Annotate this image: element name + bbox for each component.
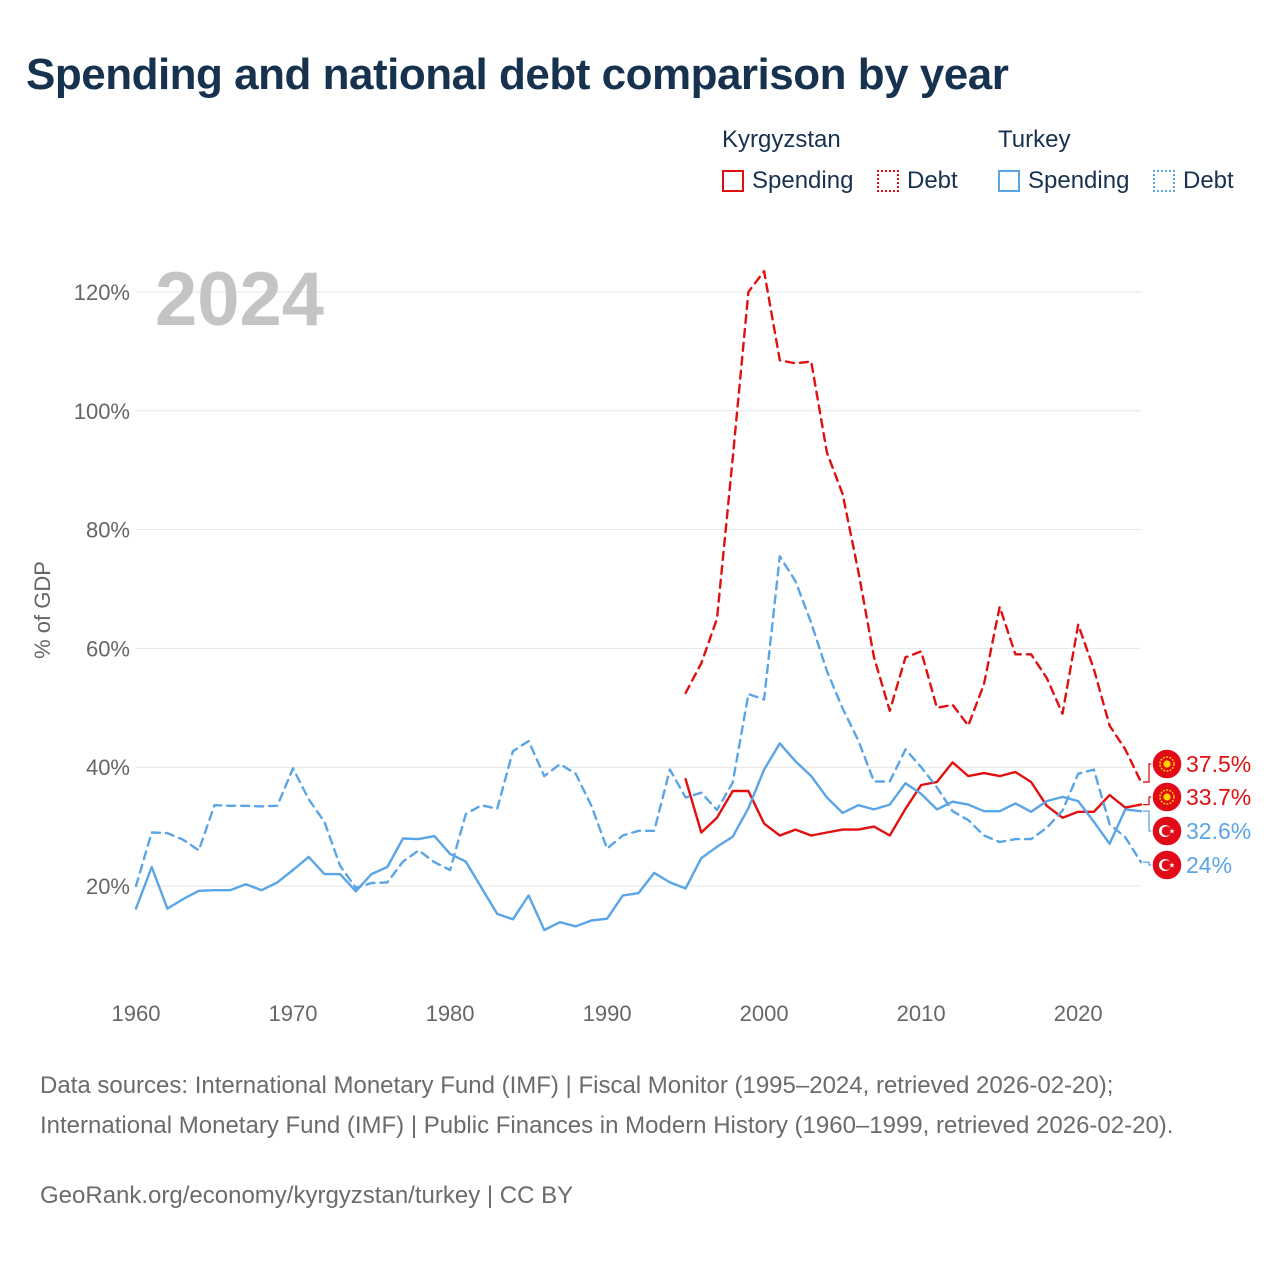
x-tick-label: 1960 bbox=[112, 1001, 161, 1026]
x-tick-label: 2010 bbox=[897, 1001, 946, 1026]
legend-swatch-dotted bbox=[1153, 170, 1175, 192]
legend-label: Debt bbox=[1183, 167, 1234, 194]
y-tick-label: 100% bbox=[74, 399, 130, 424]
chart-title: Spending and national debt comparison by… bbox=[26, 50, 1009, 99]
legend-swatch-dotted bbox=[877, 170, 899, 192]
y-axis-label: % of GDP bbox=[30, 561, 55, 659]
turkey-flag-icon bbox=[1151, 815, 1183, 847]
x-tick-label: 1980 bbox=[426, 1001, 475, 1026]
end-value-label: 32.6% bbox=[1186, 818, 1251, 844]
gridlines bbox=[136, 291, 1141, 887]
y-axis-ticks: 20% 40% 60% 80% 100% 120% bbox=[74, 280, 130, 899]
legend-turkey-debt[interactable]: Debt bbox=[1153, 167, 1234, 195]
legend-label: Spending bbox=[1028, 167, 1130, 194]
y-tick-label: 80% bbox=[86, 518, 130, 543]
legend-label: Debt bbox=[907, 167, 958, 194]
legend-group-kyrgyzstan: Kyrgyzstan bbox=[722, 126, 841, 153]
y-tick-label: 20% bbox=[86, 874, 130, 899]
x-tick-label: 2000 bbox=[740, 1001, 789, 1026]
legend-group-turkey: Turkey bbox=[998, 126, 1071, 153]
x-tick-label: 2020 bbox=[1054, 1001, 1103, 1026]
year-watermark: 2024 bbox=[155, 257, 324, 342]
series-lines bbox=[134, 270, 1143, 932]
legend-label: Spending bbox=[752, 167, 854, 194]
data-sources: Data sources: International Monetary Fun… bbox=[40, 1072, 1174, 1139]
y-tick-label: 60% bbox=[86, 636, 130, 661]
line-chart: 2024 % of GDP 20%40%60%80%100%120% 1960 1… bbox=[30, 257, 1251, 1026]
series-line-turkey-debt[interactable] bbox=[134, 555, 1143, 889]
kyrgyzstan-flag-icon bbox=[1151, 748, 1183, 780]
legend-kyrgyzstan-spending[interactable]: Spending bbox=[722, 167, 853, 195]
end-labels: 37.5% 33.7% 32.6% 24% bbox=[1143, 748, 1251, 881]
end-value-label: 37.5% bbox=[1186, 751, 1251, 777]
series-line-kyrgyzstan-debt[interactable] bbox=[684, 270, 1143, 784]
source-link[interactable]: GeoRank.org/economy/kyrgyzstan/turkey | … bbox=[40, 1182, 574, 1209]
y-tick-label: 40% bbox=[86, 755, 130, 780]
legend-kyrgyzstan-debt[interactable]: Debt bbox=[877, 167, 958, 195]
legend-swatch-solid bbox=[998, 170, 1020, 192]
x-tick-label: 1970 bbox=[269, 1001, 318, 1026]
y-tick-label: 120% bbox=[74, 280, 130, 305]
end-value-label: 33.7% bbox=[1186, 784, 1251, 810]
turkey-flag-icon bbox=[1151, 849, 1183, 881]
x-tick-label: 1990 bbox=[583, 1001, 632, 1026]
kyrgyzstan-flag-icon bbox=[1151, 781, 1183, 813]
series-line-kyrgyzstan-spending[interactable] bbox=[684, 761, 1143, 837]
legend-turkey-spending[interactable]: Spending bbox=[998, 167, 1129, 195]
series-line-turkey-spending[interactable] bbox=[134, 742, 1143, 932]
end-value-label: 24% bbox=[1186, 852, 1232, 878]
x-axis-ticks: 1960 1970 1980 1990 2000 2010 2020 bbox=[112, 1001, 1103, 1026]
legend-swatch-solid bbox=[722, 170, 744, 192]
